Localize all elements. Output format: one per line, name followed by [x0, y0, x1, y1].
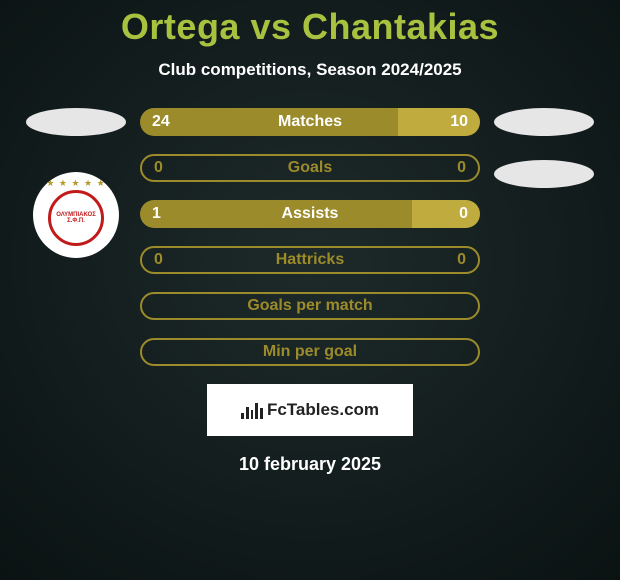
- page-title: Ortega vs Chantakias: [121, 6, 499, 48]
- player-photo-placeholder-right: [494, 108, 594, 136]
- subtitle: Club competitions, Season 2024/2025: [158, 60, 461, 80]
- right-side: [494, 108, 594, 366]
- stat-bar: Goals per match: [140, 292, 480, 320]
- player-photo-placeholder-left: [26, 108, 126, 136]
- stat-bar: 00Goals: [140, 154, 480, 182]
- comparison-card: Ortega vs Chantakias Club competitions, …: [0, 0, 620, 580]
- content-row: ★ ★ ★ ★ ★ ΟΛΥΜΠΙΑΚΟΣ Σ.Φ.Π. 2410Matches 0…: [0, 108, 620, 366]
- stat-bar: 00Hattricks: [140, 246, 480, 274]
- stat-bar: 2410Matches: [140, 108, 480, 136]
- badge-stars-icon: ★ ★ ★ ★ ★: [46, 178, 105, 189]
- club-photo-placeholder-right: [494, 160, 594, 188]
- left-side: ★ ★ ★ ★ ★ ΟΛΥΜΠΙΑΚΟΣ Σ.Φ.Π.: [26, 108, 126, 366]
- stat-bar: 10Assists: [140, 200, 480, 228]
- stat-label: Goals per match: [142, 297, 478, 315]
- bars-icon: [241, 401, 263, 419]
- watermark: FcTables.com: [207, 384, 413, 436]
- stat-label: Min per goal: [142, 343, 478, 361]
- stat-bar: Min per goal: [140, 338, 480, 366]
- stat-label: Hattricks: [142, 251, 478, 269]
- stat-label: Goals: [142, 159, 478, 177]
- watermark-text: FcTables.com: [267, 400, 379, 420]
- club-badge-label: ΟΛΥΜΠΙΑΚΟΣ Σ.Φ.Π.: [51, 210, 101, 227]
- stat-label: Matches: [140, 113, 480, 131]
- stat-label: Assists: [140, 205, 480, 223]
- club-badge-left: ★ ★ ★ ★ ★ ΟΛΥΜΠΙΑΚΟΣ Σ.Φ.Π.: [33, 172, 119, 258]
- date-text: 10 february 2025: [239, 454, 381, 475]
- club-badge-inner: ΟΛΥΜΠΙΑΚΟΣ Σ.Φ.Π.: [48, 190, 104, 246]
- stat-bars: 2410Matches 00Goals 10Assists 00Hattricks Go…: [140, 108, 480, 366]
